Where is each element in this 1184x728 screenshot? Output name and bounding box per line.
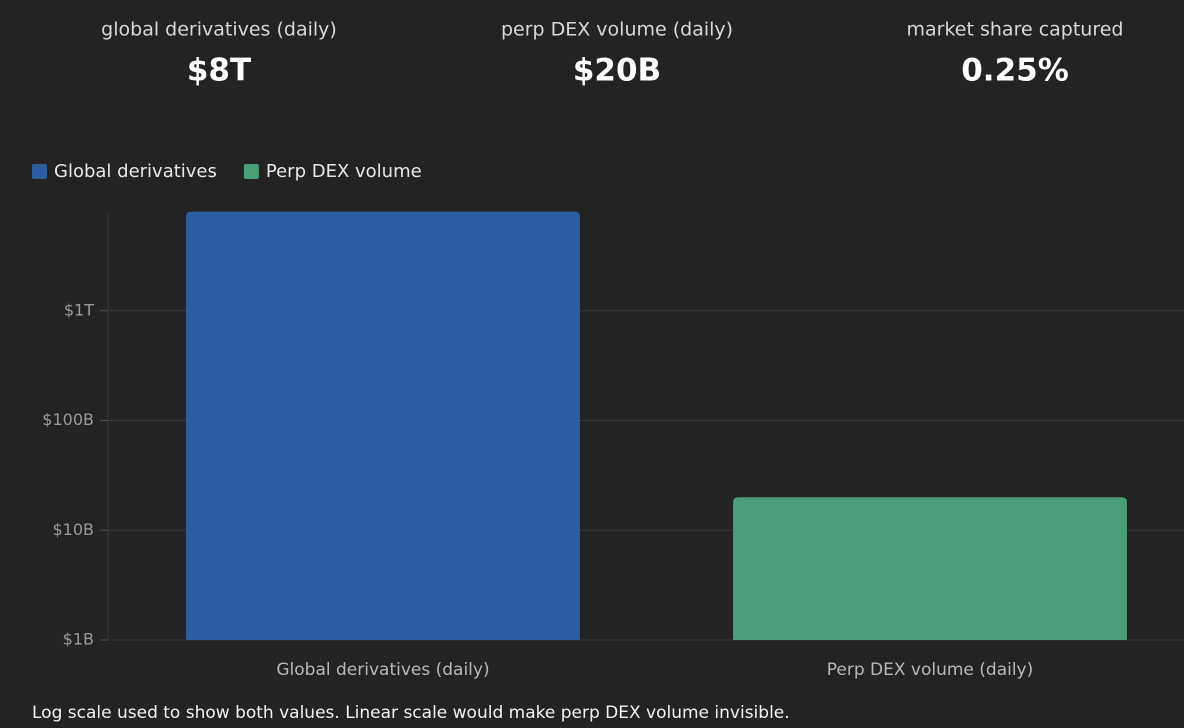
footnote: Log scale used to show both values. Line… — [32, 703, 790, 723]
stat-value: $20B — [573, 53, 661, 89]
legend-label: Global derivatives — [54, 161, 217, 182]
bar — [733, 497, 1127, 640]
legend-swatch — [243, 164, 259, 179]
y-tick-label: $100B — [42, 410, 94, 429]
legend-swatch — [32, 164, 47, 179]
stat-label: global derivatives (daily) — [101, 19, 337, 41]
stat-value: $8T — [187, 53, 251, 89]
legend-label: Perp DEX volume — [266, 161, 422, 182]
stat-label: market share captured — [907, 19, 1124, 41]
x-tick-label: Perp DEX volume (daily) — [827, 660, 1034, 680]
y-tick-label: $1B — [63, 630, 94, 649]
x-tick-label: Global derivatives (daily) — [276, 660, 489, 680]
bar — [186, 211, 580, 641]
y-tick-label: $10B — [52, 520, 94, 539]
stat-value: 0.25% — [961, 53, 1069, 89]
y-tick-label: $1T — [64, 300, 94, 319]
stat-label: perp DEX volume (daily) — [501, 19, 733, 41]
